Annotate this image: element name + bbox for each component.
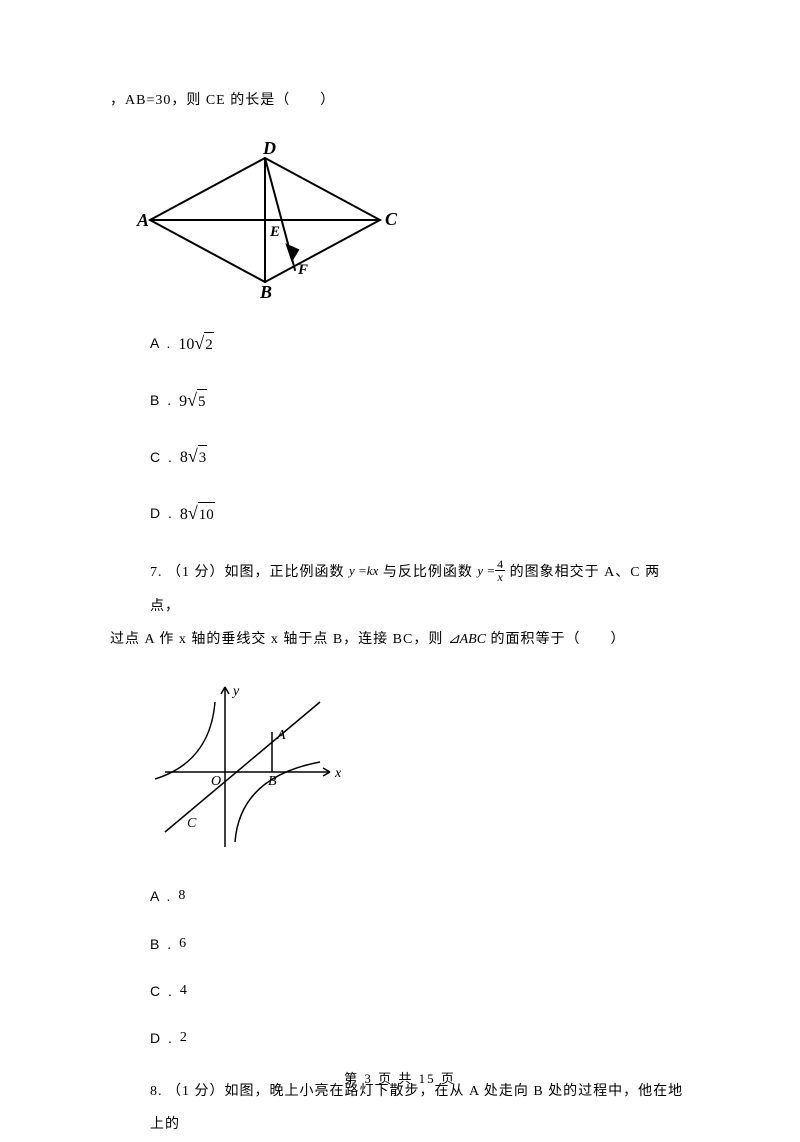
axis-x-label: x <box>334 766 342 781</box>
option-label: B . <box>150 933 173 955</box>
option-label: D . <box>150 1027 174 1049</box>
q7-option-b[interactable]: B . 6 <box>150 933 690 955</box>
q6-option-b[interactable]: B . 9√5 <box>150 386 690 415</box>
option-value: 2 <box>180 1027 189 1049</box>
option-label: A . <box>150 885 172 907</box>
q7-points: （1 分） <box>167 565 225 580</box>
option-label: B . <box>150 389 173 411</box>
option-label: C . <box>150 980 174 1002</box>
q7-eq1: y =kx <box>349 563 378 578</box>
q7-t5: 的面积等于（ ） <box>486 632 626 647</box>
q7-option-a[interactable]: A . 8 <box>150 885 690 907</box>
option-label: D . <box>150 502 174 524</box>
option-value: 8 <box>178 885 187 907</box>
q6-option-a[interactable]: A . 10√2 <box>150 329 690 358</box>
point-b: B <box>268 774 277 789</box>
coef: 9 <box>179 389 187 415</box>
point-c: C <box>187 816 197 831</box>
frac-den: x <box>495 571 504 583</box>
q7-t4: 过点 A 作 x 轴的垂线交 x 轴于点 B，连接 BC，则 <box>110 632 448 647</box>
vertex-f: F <box>297 262 308 278</box>
q6-option-c[interactable]: C . 8√3 <box>150 442 690 471</box>
q7-t1: 如图，正比例函数 <box>225 565 350 580</box>
option-value: 4 <box>180 980 189 1002</box>
q6-prompt: ，AB=30，则 CE 的长是（ ） <box>110 90 690 112</box>
q7-diagram: y x O A B C <box>155 677 690 860</box>
vertex-a: A <box>136 210 149 230</box>
q7-eq2-lhs: y = <box>477 563 495 578</box>
q6-diagram: D A C B E F <box>130 140 690 308</box>
radicand: 3 <box>198 445 208 470</box>
option-value: 6 <box>179 933 188 955</box>
vertex-c: C <box>385 209 398 229</box>
q6-option-d[interactable]: D . 8√10 <box>150 499 690 528</box>
q7-option-d[interactable]: D . 2 <box>150 1027 690 1049</box>
option-label: C . <box>150 446 174 468</box>
axis-y-label: y <box>231 684 240 699</box>
radicand: 10 <box>198 502 215 527</box>
radicand: 2 <box>204 332 214 357</box>
q7-text: 7. （1 分）如图，正比例函数 y =kx 与反比例函数 y =4x 的图象相… <box>150 556 690 657</box>
q8-body: 如图，晚上小亮在路灯下散步，在从 A 处走向 B 处的过程中，他在地上的 <box>150 1084 683 1133</box>
page-footer: 第 3 页 共 15 页 <box>0 1069 800 1090</box>
vertex-b: B <box>259 282 272 300</box>
point-a: A <box>276 728 286 743</box>
triangle-abc: ⊿ABC <box>448 632 486 647</box>
coef: 8 <box>180 502 188 528</box>
origin-label: O <box>211 774 221 789</box>
option-label: A . <box>150 332 172 354</box>
q7-t2: 与反比例函数 <box>378 565 477 580</box>
coef: 8 <box>180 445 188 471</box>
q7-option-c[interactable]: C . 4 <box>150 980 690 1002</box>
vertex-d: D <box>262 140 276 158</box>
vertex-e: E <box>269 224 280 240</box>
radicand: 5 <box>197 389 207 414</box>
q7-num: 7. <box>150 565 163 580</box>
coef: 10 <box>178 332 194 358</box>
